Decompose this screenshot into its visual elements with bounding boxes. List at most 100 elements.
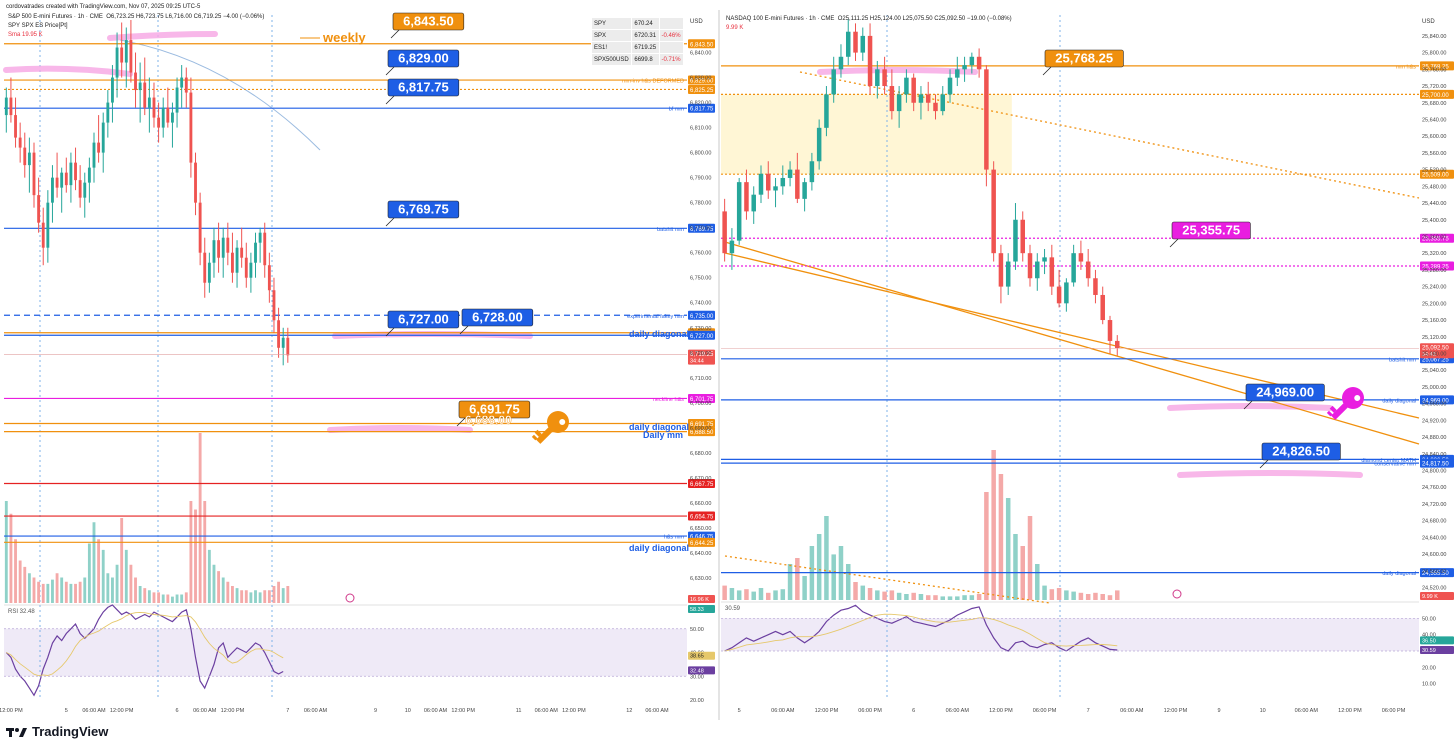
tradingview-watermark[interactable]: TradingView (6, 724, 108, 739)
candle-body (198, 202, 202, 253)
x-tick-label: 5 (738, 708, 741, 714)
candle-body (751, 194, 756, 212)
callout-6843-text: 6,843.50 (403, 14, 454, 29)
x-tick-label: 06:00 PM (1033, 708, 1057, 714)
left-overlay-legend[interactable]: SPY SPX ES Price[Pt] (8, 23, 68, 29)
volume-bar (161, 594, 165, 603)
volume-bar (787, 564, 793, 600)
candle-body (896, 94, 902, 112)
x-tick-label: 12:00 PM (989, 708, 1013, 714)
x-tick-label: 06:00 PM (858, 708, 882, 714)
candle-body (217, 240, 221, 258)
callout-6728-box (461, 308, 534, 327)
candle-body (860, 35, 866, 53)
candle-body (736, 182, 742, 241)
price-level-label: conservative mm (1374, 462, 1416, 468)
callout-25768-box (1044, 49, 1124, 68)
right-volume-legend[interactable]: 9.99 K (726, 25, 744, 31)
volume-bar (221, 577, 225, 603)
y-tick-label: 25,800.00 (1422, 51, 1446, 57)
volume-bar (101, 549, 105, 603)
rsi-legend: 30.59 (725, 606, 741, 612)
rsi-tick-label: 40.00 (1422, 633, 1436, 639)
candle-body (838, 56, 844, 70)
price-level-badge (688, 427, 715, 437)
volume-bar (1071, 591, 1076, 600)
volume-bar (882, 591, 887, 600)
x-tick-label: 10 (405, 708, 411, 714)
candle-body (1093, 278, 1098, 295)
price-level-badge (688, 479, 715, 489)
volume-bar (244, 590, 248, 603)
price-level-badge (688, 103, 715, 113)
candle-body (286, 337, 290, 356)
candle-body (831, 69, 836, 95)
candle-body (845, 31, 851, 57)
volume-bar (281, 588, 285, 603)
candle-body (1042, 257, 1047, 262)
callout-6728: 6,728.00 (459, 308, 534, 335)
volume-bar (37, 581, 41, 603)
y-tick-label: 25,240.00 (1422, 285, 1446, 291)
volume-bar (23, 566, 27, 603)
volume-bar (115, 564, 119, 603)
callout-6769-box (387, 200, 460, 219)
price-level-label: daily diagonal (1382, 571, 1416, 577)
left-symbol: S&P 500 E-mini Futures · 1h · CME (8, 14, 103, 20)
price-level-badge-text: 25,067.25 (1422, 357, 1449, 363)
note-weekly: weekly (322, 30, 366, 45)
volume-bar (138, 586, 142, 603)
left-symbol-line[interactable]: S&P 500 E-mini Futures · 1h · CME O6,723… (8, 13, 264, 21)
candle-body (157, 117, 161, 128)
price-level-badge (1420, 458, 1454, 468)
price-level-badge-text: 6,646.75 (690, 535, 714, 541)
x-tick-label: 12:00 PM (110, 708, 134, 714)
y-tick-label: 6,720.00 (690, 351, 711, 357)
candle-body (189, 92, 193, 163)
candle-body (226, 237, 230, 253)
y-tick-label: 25,840.00 (1422, 34, 1446, 40)
y-tick-label: 24,600.00 (1422, 552, 1446, 558)
callout-25355-text: 25,355.75 (1182, 223, 1240, 238)
volume-bar (1005, 498, 1011, 600)
callout-6843-pointer (390, 29, 400, 39)
candle-body (87, 167, 91, 183)
y-tick-label: 6,780.00 (690, 201, 711, 207)
candle-body (976, 56, 982, 70)
candle-body (947, 77, 953, 95)
candle-body (55, 177, 59, 188)
candle-body (69, 162, 73, 186)
highlighter-stroke (1167, 403, 1333, 411)
candle-body (991, 169, 996, 254)
x-tick-label: 06:00 AM (82, 708, 106, 714)
callout-25768-text: 25,768.25 (1055, 51, 1113, 66)
price-level-badge-text: 24,817.50 (1422, 462, 1449, 468)
candle-body (124, 40, 128, 63)
volume-bar (27, 573, 31, 603)
quote-change (658, 17, 685, 30)
rsi-value-text: 32.48 (690, 668, 704, 674)
volume-bar (277, 581, 281, 603)
volume-bar (1049, 589, 1055, 600)
created-line: cordovatrades created with TradingView.c… (6, 4, 201, 10)
y-tick-label: 25,680.00 (1422, 101, 1446, 107)
y-tick-label: 25,440.00 (1422, 201, 1446, 207)
volume-bar (853, 582, 858, 600)
volume-bar (129, 564, 133, 603)
candle-body (166, 107, 170, 123)
volume-bar (263, 590, 267, 603)
volume-bar (911, 592, 916, 600)
right-symbol-line[interactable]: NASDAQ 100 E-mini Futures · 1h · CME O25… (726, 15, 1012, 23)
y-tick-label: 6,730.00 (690, 326, 711, 332)
volume-bar (780, 589, 786, 600)
left-sma-legend[interactable]: Sma 19.95 K (8, 32, 43, 38)
volume-bar (1115, 590, 1120, 600)
volume-bar (9, 513, 13, 603)
x-tick-label: 6 (176, 708, 179, 714)
y-tick-label: 24,920.00 (1422, 418, 1446, 424)
volume-bar (286, 586, 290, 603)
price-level-badge-text: 24,555.50 (1422, 571, 1449, 577)
quote-change: -0.46% (658, 29, 685, 42)
x-tick-label: 06:00 AM (1295, 708, 1319, 714)
candle-body (240, 247, 244, 258)
